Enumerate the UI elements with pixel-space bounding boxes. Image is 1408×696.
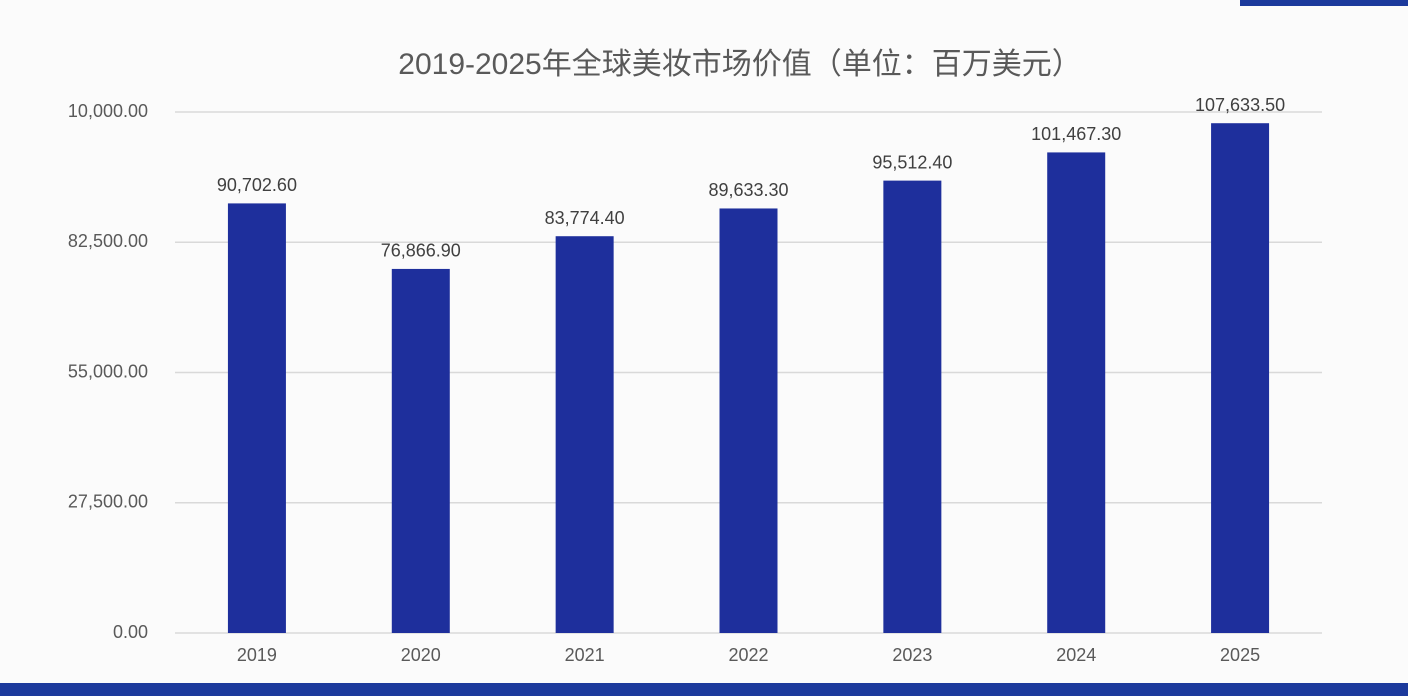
y-tick-label: 55,000.00 [68,361,148,381]
x-tick-label: 2021 [565,645,605,665]
y-tick-label: 10,000.00 [68,101,148,121]
data-label: 101,467.30 [1031,124,1121,144]
data-label: 83,774.40 [545,208,625,228]
data-label: 89,633.30 [708,180,788,200]
bar [719,208,778,633]
data-label: 90,702.60 [217,175,297,195]
data-label: 107,633.50 [1195,95,1285,115]
x-tick-label: 2023 [892,645,932,665]
x-tick-label: 2020 [401,645,441,665]
bar [1047,152,1106,633]
x-tick-label: 2022 [728,645,768,665]
y-tick-label: 82,500.00 [68,231,148,251]
bar [555,236,614,633]
x-tick-label: 2019 [237,645,277,665]
y-tick-label: 0.00 [113,622,148,642]
bar [391,268,450,633]
chart-title: 2019-2025年全球美妆市场价值（单位：百万美元） [398,48,1081,81]
x-tick-label: 2025 [1220,645,1260,665]
bar [1211,123,1270,633]
logo-fragment [1240,0,1408,6]
y-tick-label: 27,500.00 [68,492,148,512]
bar [883,180,942,634]
bar [227,203,286,633]
footer-band [0,683,1408,696]
data-label: 95,512.40 [872,152,952,172]
x-tick-label: 2024 [1056,645,1096,665]
data-label: 76,866.90 [381,241,461,261]
